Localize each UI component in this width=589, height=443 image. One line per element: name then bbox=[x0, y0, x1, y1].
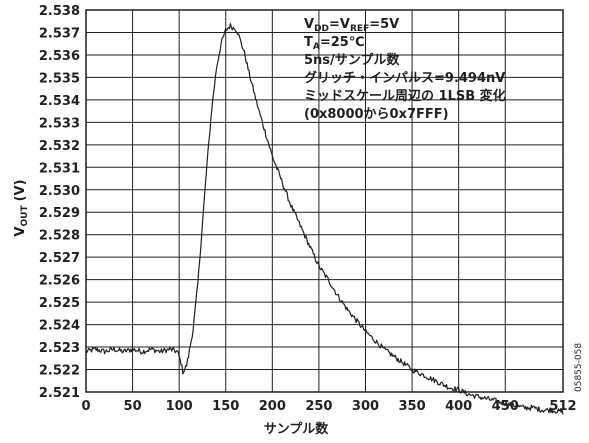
x-axis-title: サンプル数 bbox=[264, 421, 330, 437]
x-tick-label: 512 bbox=[549, 399, 576, 414]
y-axis-title-main: V bbox=[13, 227, 28, 237]
annotation-block: VDD=VREF=5V TA=25℃ 5ns/サンプル数 グリッチ・インパルス=… bbox=[304, 17, 506, 122]
y-tick-label: 2.525 bbox=[39, 296, 80, 311]
trace-layer bbox=[85, 23, 564, 415]
y-tick-label: 2.532 bbox=[39, 139, 80, 154]
y-tick-label: 2.530 bbox=[39, 184, 80, 199]
y-tick-label: 2.529 bbox=[39, 206, 80, 221]
annotation-glitch-impulse: グリッチ・インパルス=9.494nV bbox=[304, 70, 505, 86]
y-tick-label: 2.535 bbox=[39, 71, 80, 86]
x-tick-label: 0 bbox=[81, 399, 90, 414]
y-tick-label: 2.533 bbox=[39, 116, 80, 131]
x-tick-labels: 0 50 100 150 200 250 300 350 400 450 512 bbox=[81, 399, 576, 414]
y-tick-label: 2.524 bbox=[39, 319, 80, 334]
x-tick-label: 450 bbox=[492, 399, 519, 414]
annotation-supply: VDD=VREF=5V bbox=[304, 17, 399, 34]
y-tick-labels: 2.521 2.522 2.523 2.524 2.525 2.526 2.527 2.528… bbox=[39, 4, 80, 401]
x-tick-label: 300 bbox=[352, 399, 379, 414]
y-axis-title-unit: (V) bbox=[13, 179, 28, 201]
y-tick-label: 2.521 bbox=[39, 386, 80, 401]
y-tick-label: 2.537 bbox=[39, 26, 80, 41]
vout-trace bbox=[85, 23, 564, 415]
x-tick-label: 250 bbox=[305, 399, 332, 414]
annotation-code-range: (0x8000から0x7FFF) bbox=[304, 107, 449, 122]
annotation-temperature: TA=25℃ bbox=[304, 35, 365, 52]
y-tick-label: 2.531 bbox=[39, 161, 80, 176]
y-tick-label: 2.534 bbox=[39, 94, 80, 109]
y-tick-label: 2.527 bbox=[39, 251, 80, 266]
x-tick-label: 400 bbox=[445, 399, 472, 414]
y-axis-title-sub: OUT bbox=[20, 205, 30, 227]
figure-id: 05855-058 bbox=[574, 343, 584, 392]
y-tick-label: 2.536 bbox=[39, 49, 80, 64]
y-axis-title: VOUT (V) bbox=[13, 179, 30, 236]
plot-frame bbox=[85, 9, 564, 393]
x-tick-label: 100 bbox=[166, 399, 193, 414]
x-tick-label: 200 bbox=[259, 399, 286, 414]
y-tick-label: 2.522 bbox=[39, 364, 80, 379]
x-tick-label: 150 bbox=[212, 399, 239, 414]
y-tick-label: 2.538 bbox=[39, 4, 80, 19]
annotation-sample-rate: 5ns/サンプル数 bbox=[304, 52, 400, 68]
x-tick-label: 50 bbox=[124, 399, 142, 414]
y-tick-label: 2.526 bbox=[39, 274, 80, 289]
x-tick-label: 350 bbox=[399, 399, 426, 414]
annotation-code-change: ミッドスケール周辺の 1LSB 変化 bbox=[304, 88, 506, 104]
y-tick-label: 2.523 bbox=[39, 341, 80, 356]
y-tick-label: 2.528 bbox=[39, 229, 80, 244]
